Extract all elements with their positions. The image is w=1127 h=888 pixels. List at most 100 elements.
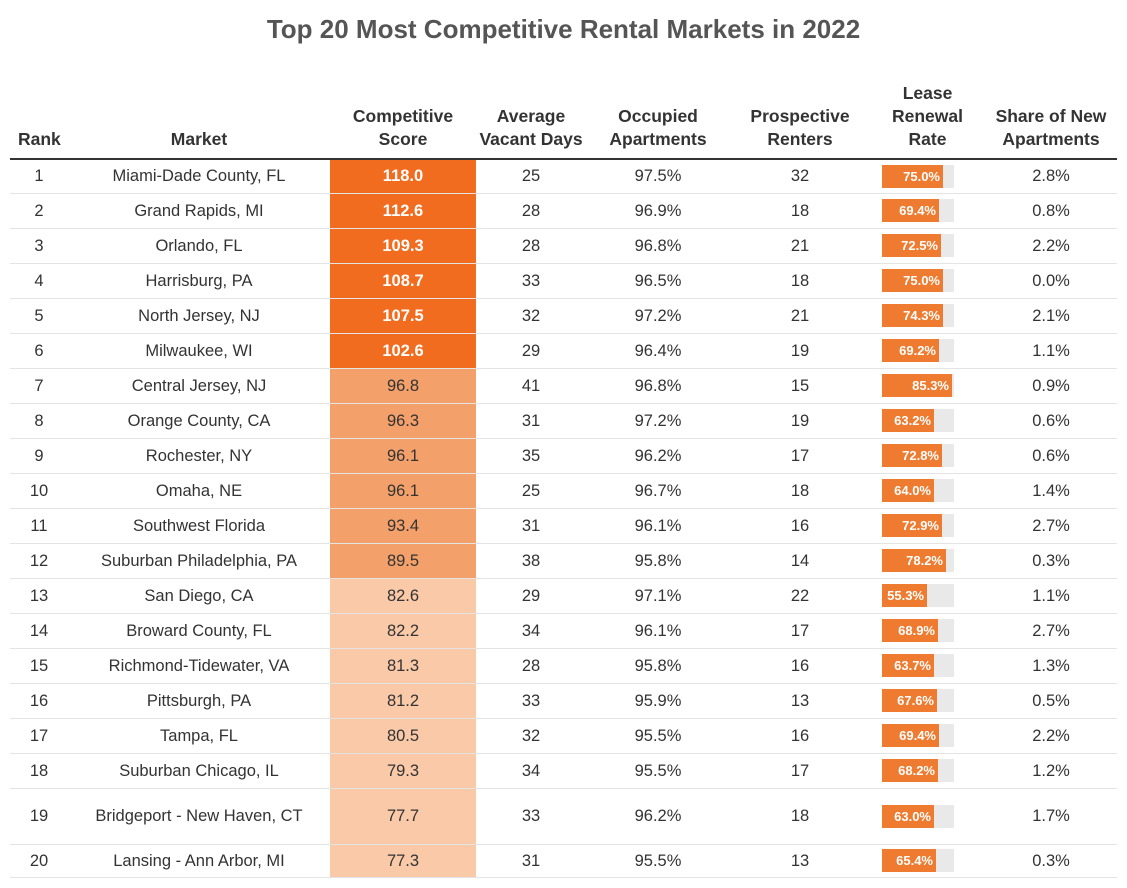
lease-renewal-cell: 69.4% [870,193,985,229]
renewal-bar: 72.5% [882,234,941,257]
vacant-days-cell: 35 [476,438,586,474]
rank-cell: 10 [10,473,68,509]
competitive-score-cell: 89.5 [330,543,476,579]
competitive-score-cell: 96.3 [330,403,476,439]
market-cell: Milwaukee, WI [68,333,330,369]
occupied-cell: 95.5% [586,844,730,878]
lease-renewal-cell: 65.4% [870,844,985,878]
lease-renewal-cell: 63.0% [870,788,985,845]
share-new-apartments-cell: 1.4% [985,473,1117,509]
renewal-bar: 69.2% [882,339,939,362]
occupied-cell: 95.5% [586,718,730,754]
vacant-days-cell: 34 [476,753,586,789]
table-row: 15 Richmond-Tidewater, VA 81.3 28 95.8% 16 63.… [10,648,1117,684]
renewal-bar: 72.8% [882,444,942,467]
rank-cell: 17 [10,718,68,754]
table-row: 12 Suburban Philadelphia, PA 89.5 38 95.8% 14… [10,543,1117,579]
header-lease-renewal-rate: Lease Renewal Rate [870,82,985,160]
occupied-cell: 96.4% [586,333,730,369]
table-row: 14 Broward County, FL 82.2 34 96.1% 17 68.9% 2.… [10,613,1117,649]
share-new-apartments-cell: 2.2% [985,228,1117,264]
market-cell: Miami-Dade County, FL [68,159,330,194]
share-new-apartments-cell: 0.6% [985,438,1117,474]
rank-cell: 12 [10,543,68,579]
rank-cell: 7 [10,368,68,404]
table-row: 4 Harrisburg, PA 108.7 33 96.5% 18 75.0% 0.0% [10,263,1117,299]
table-row: 1 Miami-Dade County, FL 118.0 25 97.5% 32 75.0… [10,159,1117,194]
prospective-renters-cell: 22 [730,578,870,614]
renewal-bar-track: 74.3% [882,304,954,327]
lease-renewal-cell: 75.0% [870,159,985,194]
rank-cell: 11 [10,508,68,544]
vacant-days-cell: 31 [476,403,586,439]
market-cell: Omaha, NE [68,473,330,509]
lease-renewal-cell: 64.0% [870,473,985,509]
vacant-days-cell: 31 [476,844,586,878]
table-row: 7 Central Jersey, NJ 96.8 41 96.8% 15 85.3% 0.9… [10,368,1117,404]
share-new-apartments-cell: 2.8% [985,159,1117,194]
vacant-days-cell: 28 [476,193,586,229]
lease-renewal-cell: 75.0% [870,263,985,299]
prospective-renters-cell: 18 [730,788,870,845]
competitive-score-cell: 79.3 [330,753,476,789]
rank-cell: 2 [10,193,68,229]
renewal-bar: 75.0% [882,164,943,188]
competitive-score-cell: 81.2 [330,683,476,719]
market-cell: Rochester, NY [68,438,330,474]
competitive-score-cell: 109.3 [330,228,476,264]
table-row: 5 North Jersey, NJ 107.5 32 97.2% 21 74.3% 2.1% [10,298,1117,334]
market-cell: North Jersey, NJ [68,298,330,334]
renewal-bar-track: 75.0% [882,164,954,188]
prospective-renters-cell: 21 [730,298,870,334]
vacant-days-cell: 29 [476,578,586,614]
occupied-cell: 97.2% [586,403,730,439]
rank-cell: 13 [10,578,68,614]
table-row: 10 Omaha, NE 96.1 25 96.7% 18 64.0% 1.4% [10,473,1117,509]
renewal-bar-track: 72.8% [882,444,954,467]
header-competitive-score: Competitive Score [330,82,476,160]
competitive-score-cell: 96.8 [330,368,476,404]
share-new-apartments-cell: 0.8% [985,193,1117,229]
table-row: 20 Lansing - Ann Arbor, MI 77.3 31 95.5% 13 65… [10,844,1117,878]
renewal-bar-track: 72.9% [882,514,954,537]
lease-renewal-cell: 85.3% [870,368,985,404]
lease-renewal-cell: 74.3% [870,298,985,334]
renewal-bar-track: 69.4% [882,199,954,222]
lease-renewal-cell: 68.2% [870,753,985,789]
rank-cell: 19 [10,788,68,845]
competitive-score-cell: 96.1 [330,438,476,474]
market-cell: Bridgeport - New Haven, CT [68,788,330,845]
renewal-bar: 63.7% [882,654,934,677]
lease-renewal-cell: 72.8% [870,438,985,474]
renewal-bar-track: 69.2% [882,339,954,362]
competitive-score-cell: 80.5 [330,718,476,754]
market-cell: Lansing - Ann Arbor, MI [68,844,330,878]
renewal-bar-track: 67.6% [882,689,954,712]
lease-renewal-cell: 72.5% [870,228,985,264]
renewal-bar-track: 78.2% [882,549,954,572]
lease-renewal-cell: 67.6% [870,683,985,719]
share-new-apartments-cell: 1.2% [985,753,1117,789]
table-row: 9 Rochester, NY 96.1 35 96.2% 17 72.8% 0.6% [10,438,1117,474]
header-occupied-apartments: Occupied Apartments [586,82,730,160]
header-share-of-new-apartments: Share of New Apartments [985,82,1117,160]
table-row: 6 Milwaukee, WI 102.6 29 96.4% 19 69.2% 1.1% [10,333,1117,369]
share-new-apartments-cell: 2.2% [985,718,1117,754]
vacant-days-cell: 33 [476,263,586,299]
competitive-score-cell: 112.6 [330,193,476,229]
prospective-renters-cell: 17 [730,438,870,474]
renewal-bar-track: 64.0% [882,479,954,502]
share-new-apartments-cell: 0.3% [985,543,1117,579]
table-row: 16 Pittsburgh, PA 81.2 33 95.9% 13 67.6% 0.5% [10,683,1117,719]
renewal-bar-track: 85.3% [882,374,954,397]
prospective-renters-cell: 21 [730,228,870,264]
share-new-apartments-cell: 0.6% [985,403,1117,439]
prospective-renters-cell: 13 [730,683,870,719]
market-cell: Southwest Florida [68,508,330,544]
share-new-apartments-cell: 0.0% [985,263,1117,299]
vacant-days-cell: 31 [476,508,586,544]
renewal-bar-track: 55.3% [882,584,954,607]
prospective-renters-cell: 16 [730,718,870,754]
market-cell: Central Jersey, NJ [68,368,330,404]
renewal-bar: 69.4% [882,724,939,747]
